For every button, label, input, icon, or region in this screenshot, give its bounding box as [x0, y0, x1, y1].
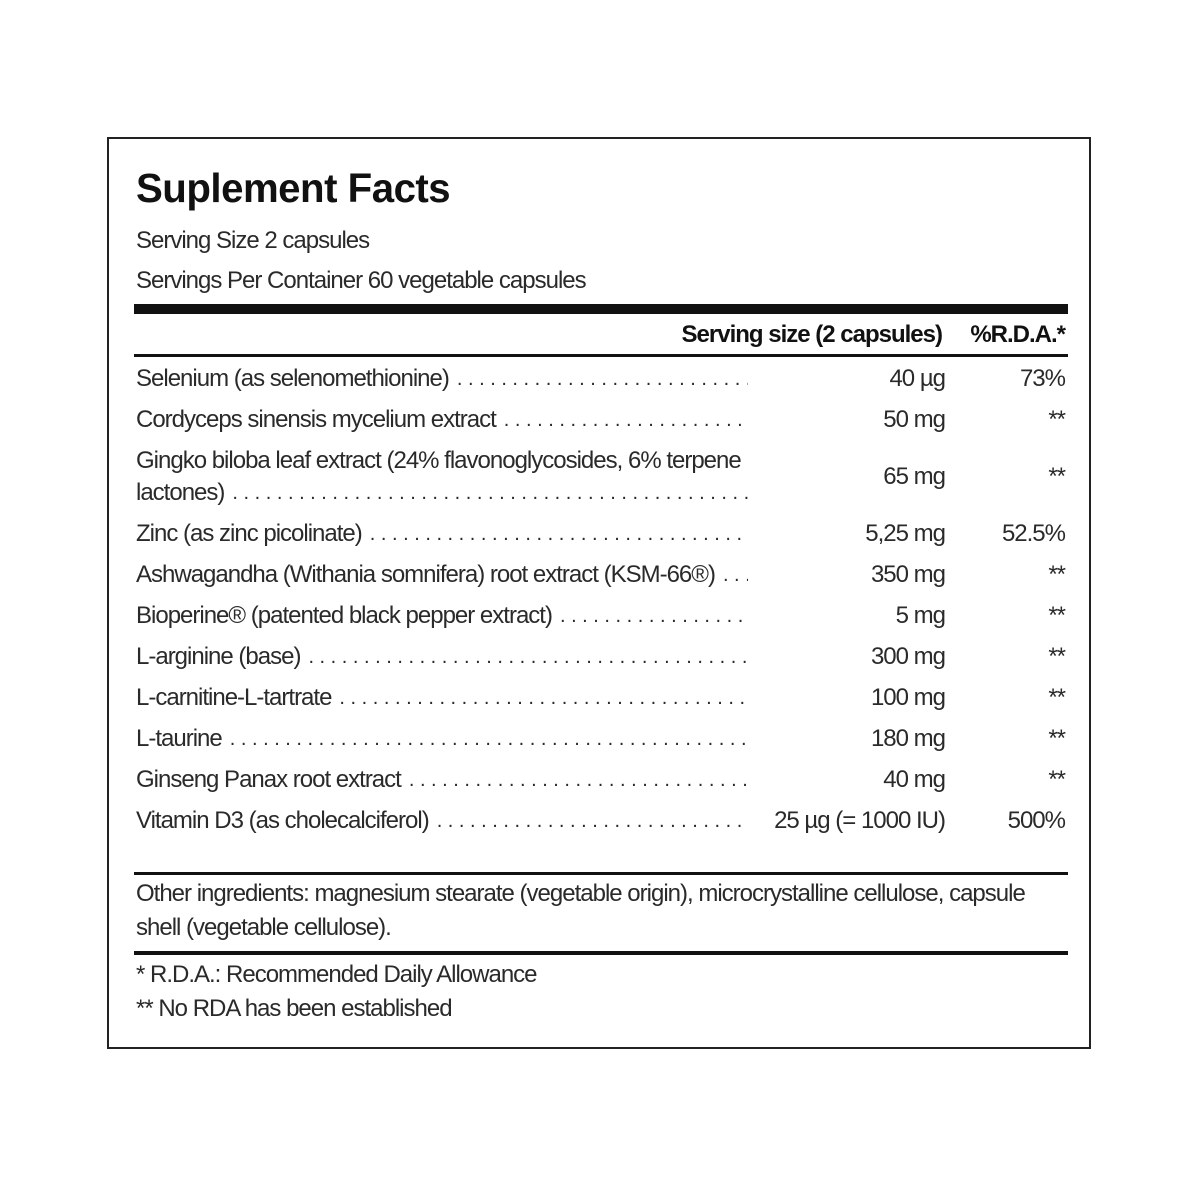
ingredient-name: Bioperine® (patented black pepper extrac… [134, 600, 748, 632]
ingredient-name-text: L-arginine (base) [136, 643, 301, 670]
ingredient-amount: 350 mg [870, 561, 946, 588]
ingredient-table: Selenium (as selenomethionine) 40 µg 73% Co… [134, 359, 1068, 842]
ingredient-rda: ** [1048, 561, 1066, 588]
supplement-facts-panel: Suplement Facts Serving Size 2 capsules … [107, 137, 1091, 1049]
ingredient-name: L-carnitine-L-tartrate [134, 682, 748, 714]
ingredient-rda: ** [1048, 725, 1066, 752]
ingredient-amount: 5,25 mg [865, 520, 946, 547]
ingredient-name: Ginseng Panax root extract [134, 764, 748, 796]
ingredient-rda: ** [1048, 643, 1066, 670]
table-row: Zinc (as zinc picolinate) 5,25 mg 52.5% [134, 514, 1068, 555]
amount-header: Serving size (2 capsules) [681, 321, 943, 348]
ingredient-rda: ** [1048, 602, 1066, 629]
servings-per-container: Servings Per Container 60 vegetable caps… [136, 267, 587, 294]
ingredient-amount: 300 mg [870, 643, 946, 670]
ingredient-amount: 65 mg [883, 463, 946, 490]
ingredient-amount: 50 mg [883, 406, 946, 433]
table-divider [134, 872, 1068, 875]
ingredient-rda: 73% [1019, 365, 1066, 392]
ingredient-name: Zinc (as zinc picolinate) [134, 518, 748, 550]
ingredient-amount: 40 mg [883, 766, 946, 793]
table-row: L-arginine (base) 300 mg ** [134, 637, 1068, 678]
table-header: Serving size (2 capsules) %R.D.A.* [134, 317, 1068, 357]
ingredient-name-text: Bioperine® (patented black pepper extrac… [136, 602, 553, 629]
ingredient-name-text: Selenium (as selenomethionine) [136, 365, 450, 392]
other-ingredients: Other ingredients: magnesium stearate (v… [136, 880, 1026, 941]
ingredient-name: Gingko biloba leaf extract (24% flavonog… [134, 445, 748, 509]
ingredient-rda: ** [1048, 684, 1066, 711]
table-row: L-carnitine-L-tartrate 100 mg ** [134, 678, 1068, 719]
ingredient-amount: 40 µg [889, 365, 946, 392]
table-row: Gingko biloba leaf extract (24% flavonog… [134, 441, 1068, 514]
ingredient-name: Vitamin D3 (as cholecalciferol) [134, 805, 748, 837]
serving-size: Serving Size 2 capsules [136, 227, 370, 254]
table-row: Ginseng Panax root extract 40 mg ** [134, 760, 1068, 801]
ingredient-rda: ** [1048, 406, 1066, 433]
table-row: Ashwagandha (Withania somnifera) root ex… [134, 555, 1068, 596]
panel-title: Suplement Facts [136, 165, 451, 211]
table-row: Cordyceps sinensis mycelium extract 50 mg… [134, 400, 1068, 441]
ingredient-name-text: L-taurine [136, 725, 223, 752]
table-row: Selenium (as selenomethionine) 40 µg 73% [134, 359, 1068, 400]
table-row: Bioperine® (patented black pepper extrac… [134, 596, 1068, 637]
ingredient-name-text: Vitamin D3 (as cholecalciferol) [136, 807, 430, 834]
ingredient-amount: 5 mg [895, 602, 946, 629]
ingredient-name-text: Ashwagandha (Withania somnifera) root ex… [136, 561, 716, 588]
ingredient-rda: ** [1048, 766, 1066, 793]
table-row: L-taurine 180 mg ** [134, 719, 1068, 760]
ingredient-name: Selenium (as selenomethionine) [134, 363, 748, 395]
ingredient-name: L-taurine [134, 723, 748, 755]
thick-divider [134, 304, 1068, 314]
ingredient-amount: 180 mg [870, 725, 946, 752]
ingredient-name-text: Ginseng Panax root extract [136, 766, 402, 793]
rda-header: %R.D.A.* [970, 321, 1066, 348]
footnote-rda: * R.D.A.: Recommended Daily Allowance [136, 961, 538, 988]
ingredient-rda: ** [1048, 463, 1066, 490]
ingredient-rda: 52.5% [1001, 520, 1066, 547]
footnote-no-rda: ** No RDA has been established [136, 995, 453, 1022]
ingredient-amount: 100 mg [870, 684, 946, 711]
ingredient-name: Ashwagandha (Withania somnifera) root ex… [134, 559, 748, 591]
ingredient-name-text: Cordyceps sinensis mycelium extract [136, 406, 497, 433]
ingredient-name-text: L-carnitine-L-tartrate [136, 684, 332, 711]
ingredient-name-text: Gingko biloba leaf extract (24% flavonog… [136, 447, 742, 506]
ingredient-name: Cordyceps sinensis mycelium extract [134, 404, 748, 436]
table-row: Vitamin D3 (as cholecalciferol) 25 µg (= … [134, 801, 1068, 842]
ingredient-amount: 25 µg (= 1000 IU) [774, 807, 946, 834]
header-divider [134, 354, 1068, 357]
footer-divider [134, 951, 1068, 955]
ingredient-name: L-arginine (base) [134, 641, 748, 673]
ingredient-rda: 500% [1007, 807, 1066, 834]
ingredient-name-text: Zinc (as zinc picolinate) [136, 520, 363, 547]
